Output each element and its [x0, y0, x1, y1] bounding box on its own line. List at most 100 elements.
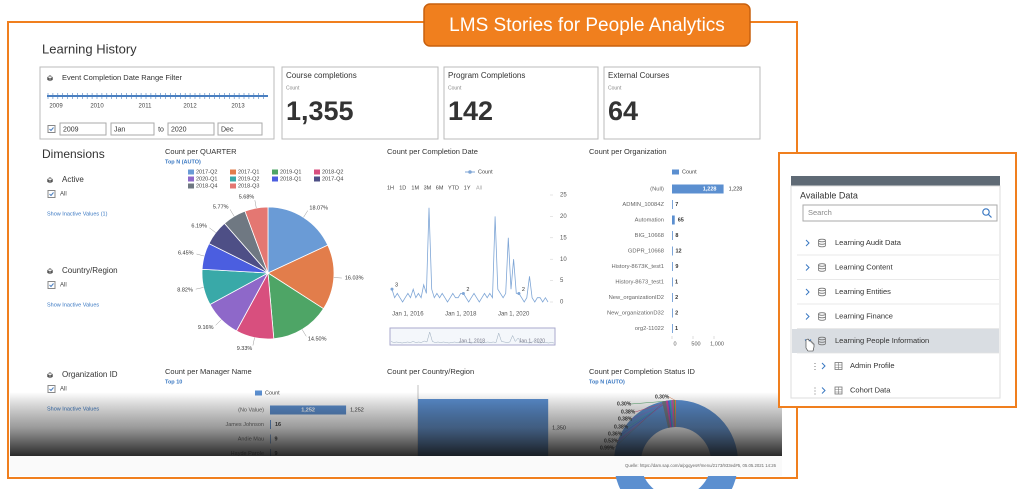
input-box [167, 122, 215, 136]
source-note: Quelle: https://dam.sap.com/a/pgqyes#/me… [625, 463, 777, 468]
x-tick-label: Jan 1, 2018 [445, 312, 477, 318]
search-box[interactable] [802, 204, 998, 222]
banner [423, 3, 751, 47]
data-label: 6.19% [191, 223, 207, 229]
chart-subtitle: Top N (AUTO) [589, 379, 625, 385]
y-category-label: New_organizationD32 [607, 311, 664, 317]
dimension-link[interactable]: Show Inactive Values [47, 302, 99, 308]
data-source-item[interactable]: Learning Entities [835, 287, 891, 296]
data-source-item[interactable]: Learning Finance [835, 311, 893, 320]
panel-title: Available Data [800, 190, 858, 200]
year-label: 2012 [183, 104, 197, 110]
y-tick-label: 5 [560, 278, 564, 284]
data-source-item[interactable]: Learning Audit Data [835, 238, 902, 247]
y-tick-label: 20 [560, 214, 567, 220]
y-tick-label: 15 [560, 235, 567, 241]
data-source-item[interactable]: Learning Content [835, 262, 893, 271]
dimension-link[interactable]: Show Inactive Values (1) [47, 211, 108, 217]
range-button[interactable]: 1Y [464, 185, 471, 191]
data-source-item[interactable]: Learning People Information [835, 336, 929, 345]
navigator-label: Jan 1, 2018 [459, 338, 485, 344]
legend-label: Count [478, 169, 493, 175]
kpi-unit: Count [286, 85, 300, 91]
input-value[interactable]: 2009 [63, 126, 79, 133]
bar-inner-label: 1,228 [703, 186, 717, 192]
legend-swatch [188, 169, 194, 175]
bar [672, 200, 673, 209]
legend-swatch [672, 169, 679, 175]
range-button[interactable]: 3M [424, 185, 432, 191]
to-label: to [158, 126, 164, 133]
data-label: 65 [678, 217, 684, 223]
dimension-name: Active [62, 175, 84, 184]
dimension-option: All [60, 387, 67, 393]
kpi-unit: Count [608, 85, 622, 91]
range-button[interactable]: 1M [411, 185, 419, 191]
legend-label: 2018-Q3 [238, 183, 259, 189]
year-label: 2013 [231, 104, 245, 110]
legend-swatch [230, 183, 236, 189]
banner-title: LMS Stories for People Analytics [449, 15, 725, 36]
dimensions-title: Dimensions [42, 147, 105, 161]
legend-label: 2018-Q4 [196, 183, 217, 189]
range-button[interactable]: 1D [399, 185, 406, 191]
legend-swatch [230, 176, 236, 182]
data-label: 8 [675, 233, 678, 239]
kpi-unit: Count [448, 85, 462, 91]
range-button[interactable]: 6M [436, 185, 444, 191]
leader-line [215, 319, 222, 326]
navigator-label: Jan 1, 2020 [519, 338, 545, 344]
data-label: 1,228 [729, 186, 743, 192]
line-series [391, 207, 549, 303]
y-category-label: GDPR_10668 [628, 249, 664, 255]
checkbox [47, 385, 56, 393]
year-label: 2009 [49, 104, 63, 110]
legend-swatch [188, 176, 194, 182]
y-category-label: History-8673_test1 [615, 280, 664, 286]
legend-label: 2018-Q1 [280, 176, 301, 182]
legend-swatch [272, 176, 278, 182]
expand-chevron [821, 362, 826, 370]
checkbox [47, 190, 56, 198]
data-label: 2 [466, 287, 469, 293]
y-category-label: BIG_10668 [635, 233, 664, 239]
data-label: 1 [675, 279, 678, 285]
expand-chevron [805, 313, 810, 320]
data-label: 8.82% [177, 287, 193, 293]
data-label: 9 [675, 264, 678, 270]
data-label: 14.50% [308, 336, 327, 342]
y-category-label: New_organizationID2 [609, 295, 664, 301]
point-marker [390, 287, 394, 291]
legend-swatch [230, 169, 236, 175]
expand-chevron [821, 387, 826, 394]
y-tick-label: 10 [560, 257, 567, 263]
year-label: 2011 [139, 104, 153, 110]
range-button[interactable]: YTD [448, 185, 459, 191]
range-button[interactable]: 1H [387, 185, 394, 191]
cube-icon [46, 74, 54, 82]
input-value[interactable]: Jan [114, 126, 125, 133]
chart-title: Count per QUARTER [165, 147, 237, 156]
legend-label: 2019-Q1 [280, 169, 301, 175]
checkbox [47, 281, 56, 289]
y-tick-label: 0 [560, 300, 564, 306]
search-placeholder[interactable]: Search [808, 208, 832, 217]
data-label: 2 [522, 287, 525, 293]
input-value[interactable]: Dec [221, 126, 234, 133]
data-label: 9.33% [237, 346, 253, 352]
chart-subtitle: Top N (AUTO) [165, 159, 201, 165]
cube-icon [46, 371, 54, 379]
chart-subtitle: Top 10 [165, 379, 182, 385]
range-button[interactable]: All [476, 185, 482, 191]
bar [672, 324, 673, 333]
db-icon [818, 314, 826, 321]
leader-line [333, 277, 342, 279]
legend-label: 2019-Q2 [238, 176, 259, 182]
data-object-item[interactable]: Cohort Data [850, 385, 891, 394]
db-icon [818, 240, 826, 248]
kpi-card [443, 66, 599, 140]
data-object-item[interactable]: Admin Profile [850, 361, 895, 370]
expand-chevron [805, 239, 810, 247]
search-icon [982, 208, 990, 216]
input-value[interactable]: 2020 [171, 126, 187, 133]
